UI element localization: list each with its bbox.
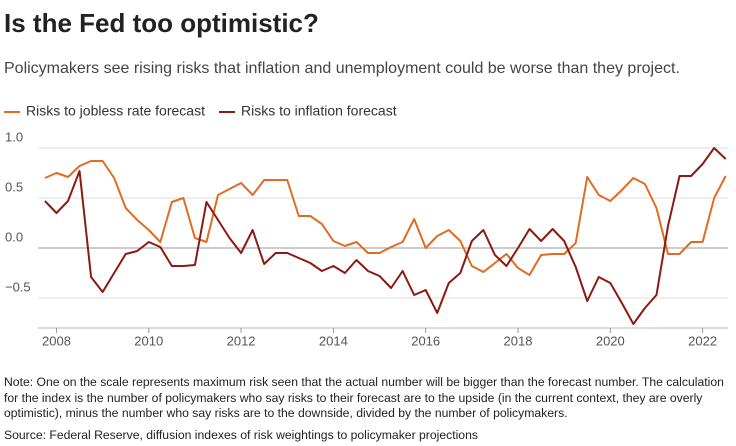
y-tick-label: 0.5 (5, 179, 23, 194)
y-tick-label: 1.0 (5, 129, 23, 144)
chart: Risks to jobless rate forecast Risks to i… (4, 103, 728, 348)
x-tick-label: 2022 (688, 333, 717, 348)
x-tick-label: 2010 (134, 333, 163, 348)
y-tick-label: −0.5 (5, 279, 31, 294)
y-tick-label: 0.0 (5, 229, 23, 244)
legend-label: Risks to inflation forecast (241, 103, 397, 119)
x-tick-label: 2008 (42, 333, 71, 348)
x-tick-label: 2018 (504, 333, 533, 348)
x-tick-label: 2014 (319, 333, 348, 348)
chart-title: Is the Fed too optimistic? (4, 8, 319, 38)
series-line (44, 147, 727, 325)
series-line (44, 160, 727, 276)
x-tick-label: 2016 (411, 333, 440, 348)
note: Note: One on the scale represents maximu… (4, 375, 724, 420)
chart-subtitle: Policymakers see rising risks that infla… (4, 60, 680, 77)
legend-label: Risks to jobless rate forecast (26, 103, 205, 119)
source: Source: Federal Reserve, diffusion index… (4, 428, 478, 442)
x-tick-label: 2020 (596, 333, 625, 348)
x-tick-label: 2012 (227, 333, 256, 348)
